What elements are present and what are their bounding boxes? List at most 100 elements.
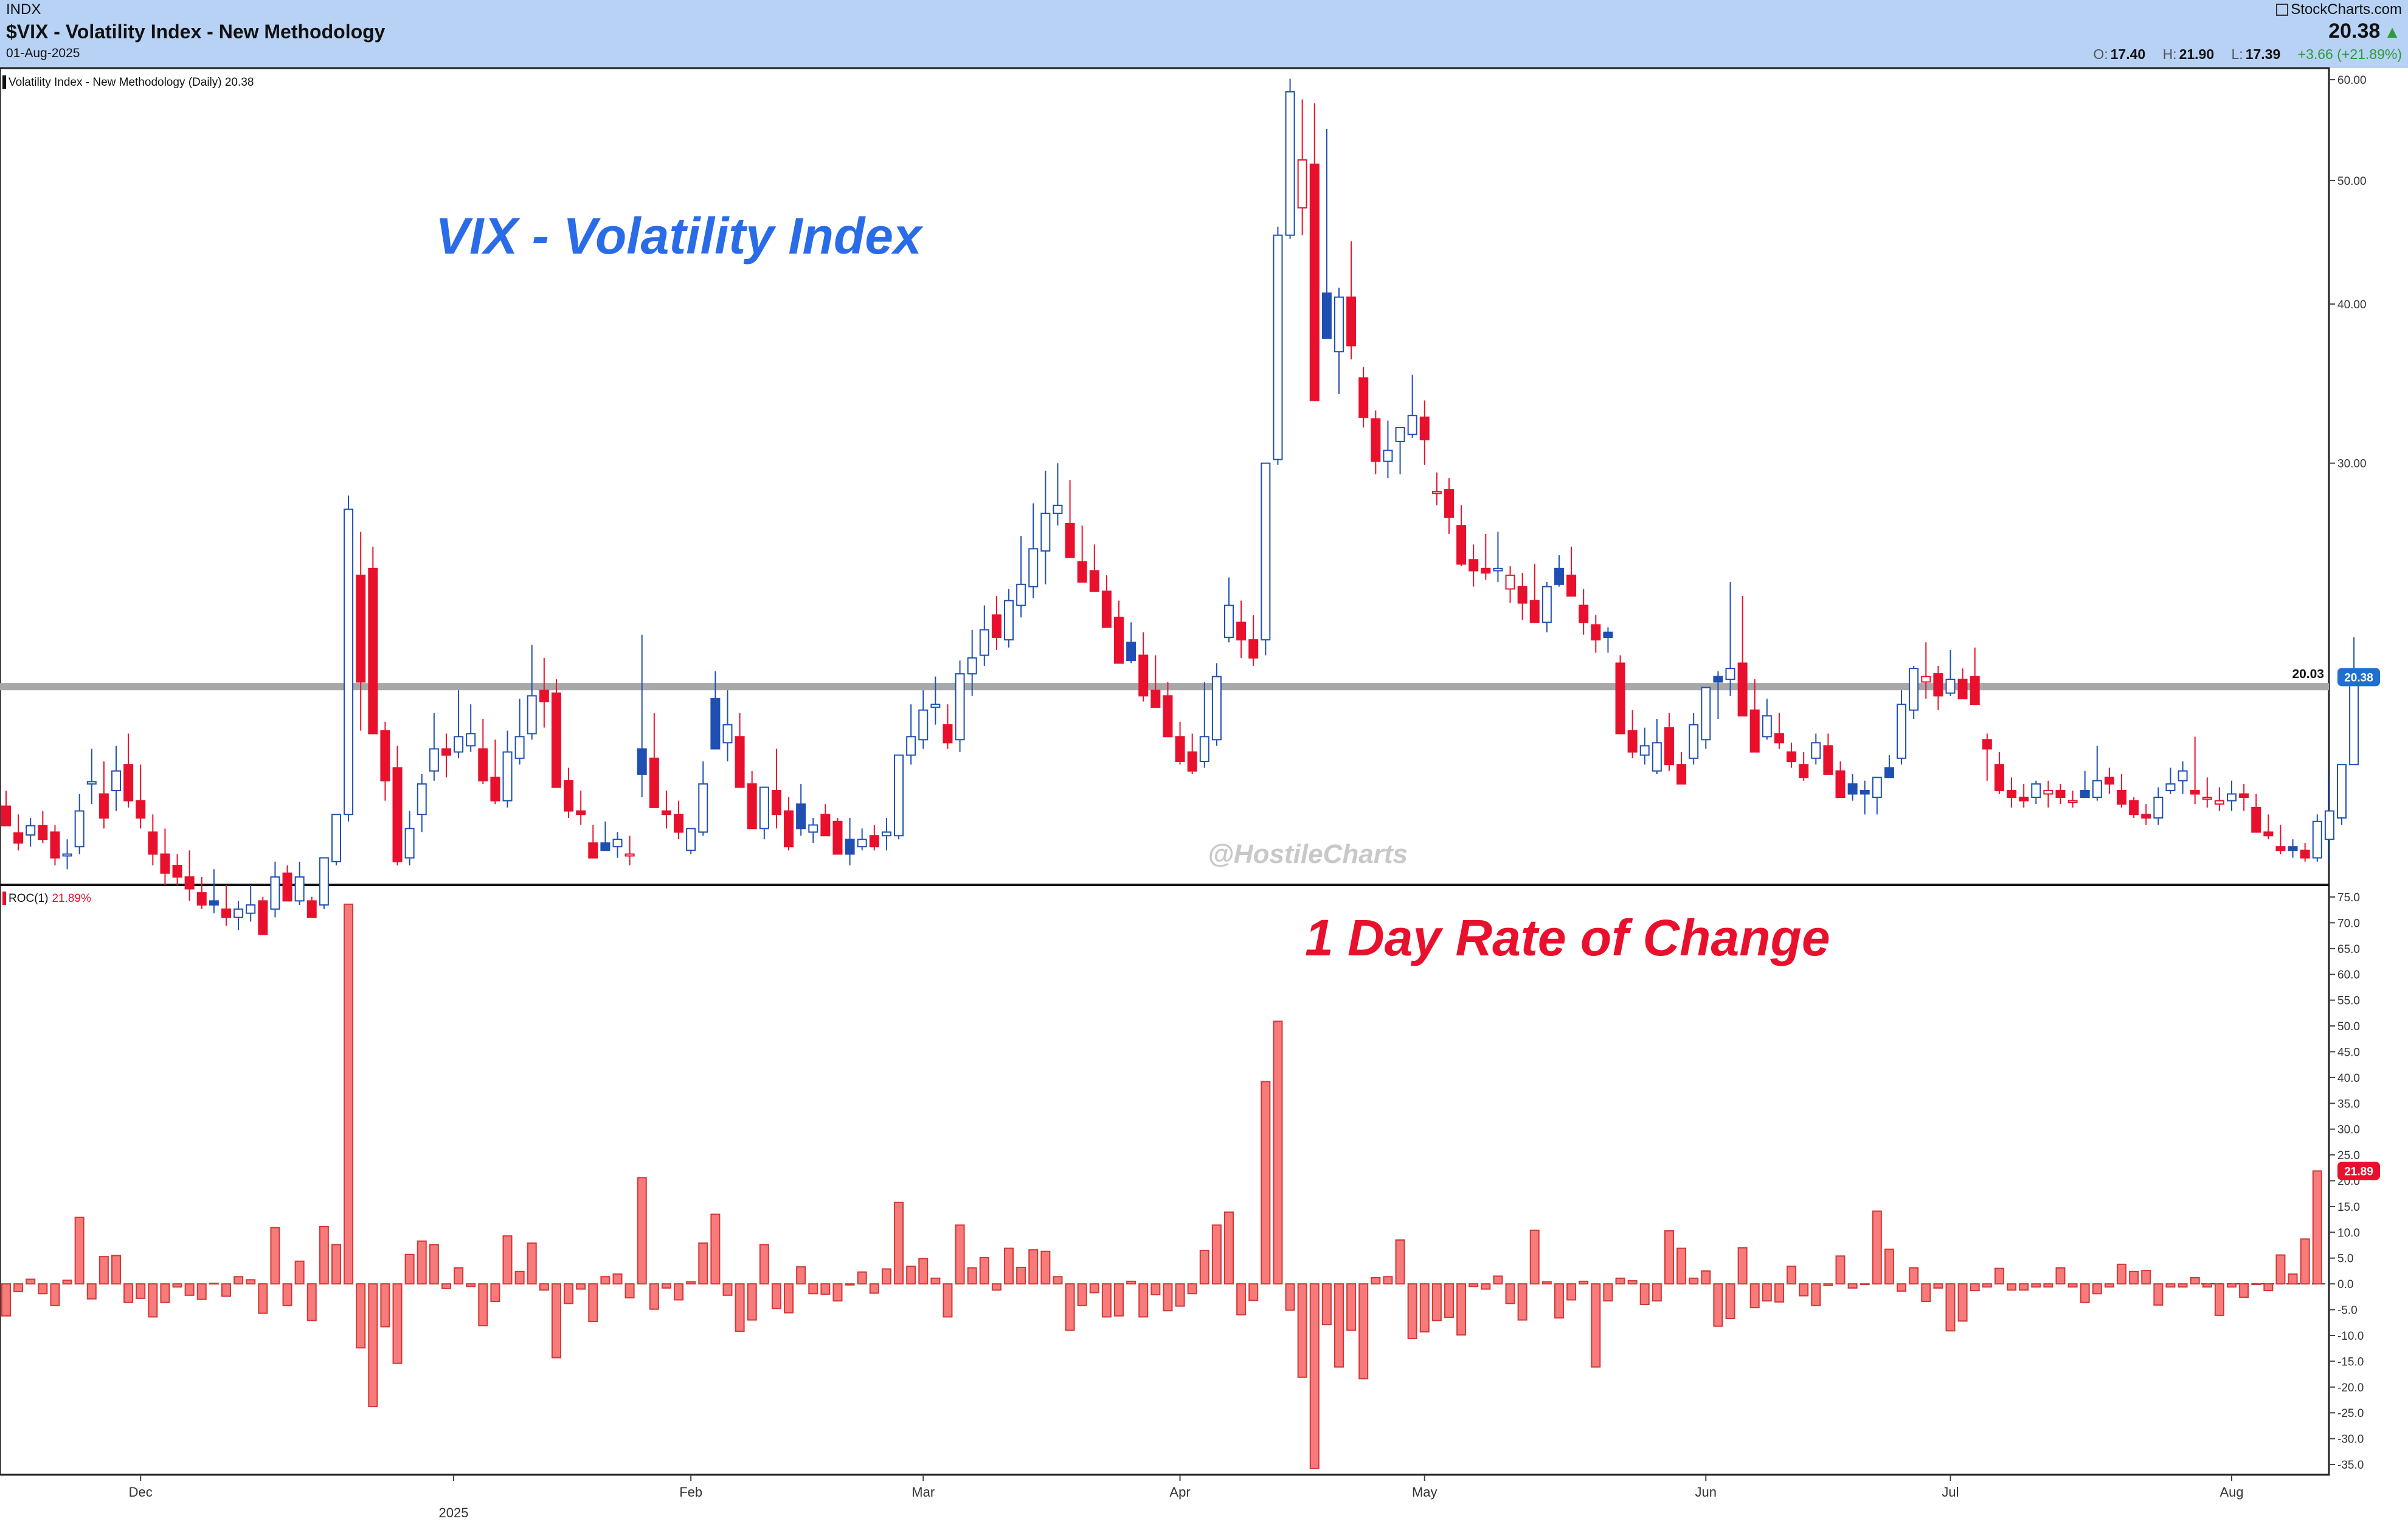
candle-body: [564, 780, 574, 812]
candle-body: [74, 810, 85, 848]
candle-body: [991, 614, 1002, 638]
roc-bar: [123, 1283, 134, 1303]
candle-body: [2165, 783, 2176, 792]
candle-body: [1664, 727, 1674, 766]
candle-body: [832, 820, 843, 855]
roc-bar: [1224, 1211, 1234, 1285]
candle-body: [1847, 783, 1858, 795]
roc-bar: [918, 1258, 929, 1285]
roc-bar: [1309, 1283, 1320, 1469]
roc-bar: [1248, 1283, 1259, 1301]
roc-bar: [1126, 1280, 1137, 1285]
roc-bar: [38, 1283, 48, 1295]
candle-body: [1224, 604, 1234, 638]
candle-body: [221, 908, 231, 918]
roc-bar: [380, 1283, 390, 1328]
candle-body: [1505, 574, 1515, 590]
roc-bar: [527, 1242, 537, 1285]
candle-body: [674, 814, 684, 833]
roc-bar: [1957, 1283, 1968, 1322]
roc-bar: [184, 1283, 195, 1296]
candle-body: [123, 764, 134, 802]
roc-bar: [234, 1276, 244, 1285]
candle-body: [820, 814, 831, 837]
candle-body: [735, 736, 745, 788]
roc-bar: [1627, 1280, 1638, 1285]
candle-body: [906, 736, 916, 756]
candle-body: [1823, 745, 1833, 775]
roc-bar: [1994, 1267, 2004, 1285]
candle-body: [1065, 522, 1075, 558]
candle-body: [1897, 704, 1907, 759]
roc-bar: [1089, 1283, 1099, 1294]
roc-bar: [1419, 1283, 1430, 1333]
roc-bar: [319, 1225, 329, 1285]
candle-body: [1994, 764, 2004, 792]
roc-bar: [1897, 1283, 1907, 1292]
candle-body: [1444, 489, 1454, 518]
brand-link[interactable]: StockCharts.com: [2276, 1, 2402, 18]
roc-bar: [2178, 1283, 2188, 1288]
roc-bar: [246, 1279, 256, 1285]
roc-bar: [502, 1235, 513, 1285]
candle-body: [2275, 846, 2286, 851]
roc-bar: [2214, 1283, 2224, 1316]
candle-body: [136, 800, 146, 819]
candle-body: [1407, 415, 1417, 435]
roc-bar: [1847, 1283, 1858, 1289]
candle-body: [282, 872, 292, 902]
candle-body: [50, 831, 60, 859]
roc-axis-tick-label: 75.0: [2337, 892, 2360, 904]
candle-body: [1701, 687, 1711, 741]
legend-swatch: [2, 892, 6, 905]
roc-bar: [1554, 1283, 1564, 1319]
roc-last-value-tag: [2337, 1162, 2380, 1180]
candle-body: [294, 876, 305, 902]
roc-bar: [2019, 1283, 2029, 1291]
roc-bar: [1053, 1276, 1063, 1285]
candle-body: [759, 786, 769, 830]
candle-body: [1040, 513, 1051, 552]
candle-body: [1749, 709, 1760, 753]
roc-bar: [808, 1283, 818, 1295]
candle-body: [1493, 567, 1503, 572]
candle-body: [539, 690, 549, 702]
x-axis-tick-label: Dec: [129, 1484, 153, 1500]
roc-bar: [99, 1256, 109, 1285]
vix-annotation: VIX - Volatility Index: [435, 207, 922, 265]
roc-bar: [674, 1283, 684, 1301]
candle-body: [1309, 164, 1320, 401]
roc-axis-tick-label: 55.0: [2337, 995, 2360, 1008]
candle-body: [1591, 624, 1601, 641]
candle-body: [881, 831, 891, 837]
candle-body: [234, 908, 244, 918]
roc-bar: [943, 1283, 953, 1318]
roc-axis-tick-label: 15.0: [2337, 1201, 2360, 1214]
roc-bar: [1493, 1275, 1503, 1285]
roc-bar: [930, 1277, 941, 1285]
price-last-value-tag-text: 20.38: [2344, 671, 2373, 684]
candle-body: [698, 783, 708, 833]
candle-body: [2288, 846, 2298, 851]
candle-body: [2129, 800, 2139, 816]
candle-body: [2312, 820, 2322, 859]
roc-bar: [331, 1244, 341, 1285]
roc-bar: [1749, 1283, 1760, 1309]
candle-body: [2117, 790, 2127, 805]
roc-bar: [1065, 1283, 1075, 1331]
candle-body: [1933, 673, 1943, 697]
candle-body: [1835, 770, 1846, 798]
roc-panel-legend-text: ROC(1): [9, 892, 49, 905]
candle-body: [86, 781, 97, 785]
roc-bar: [441, 1283, 451, 1289]
candlestick-series: [1, 78, 2359, 935]
roc-bar: [2104, 1283, 2114, 1288]
chart-date: 01-Aug-2025: [6, 46, 80, 60]
roc-bar: [735, 1283, 745, 1332]
roc-bar: [1199, 1250, 1209, 1285]
candle-body: [918, 709, 929, 741]
roc-bar: [306, 1283, 317, 1321]
candle-body: [2227, 793, 2237, 802]
candle-body: [246, 904, 256, 914]
